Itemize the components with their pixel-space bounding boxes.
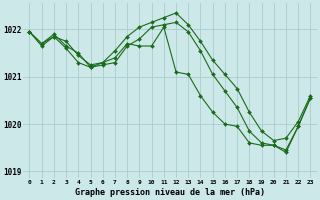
X-axis label: Graphe pression niveau de la mer (hPa): Graphe pression niveau de la mer (hPa) [75,188,265,197]
